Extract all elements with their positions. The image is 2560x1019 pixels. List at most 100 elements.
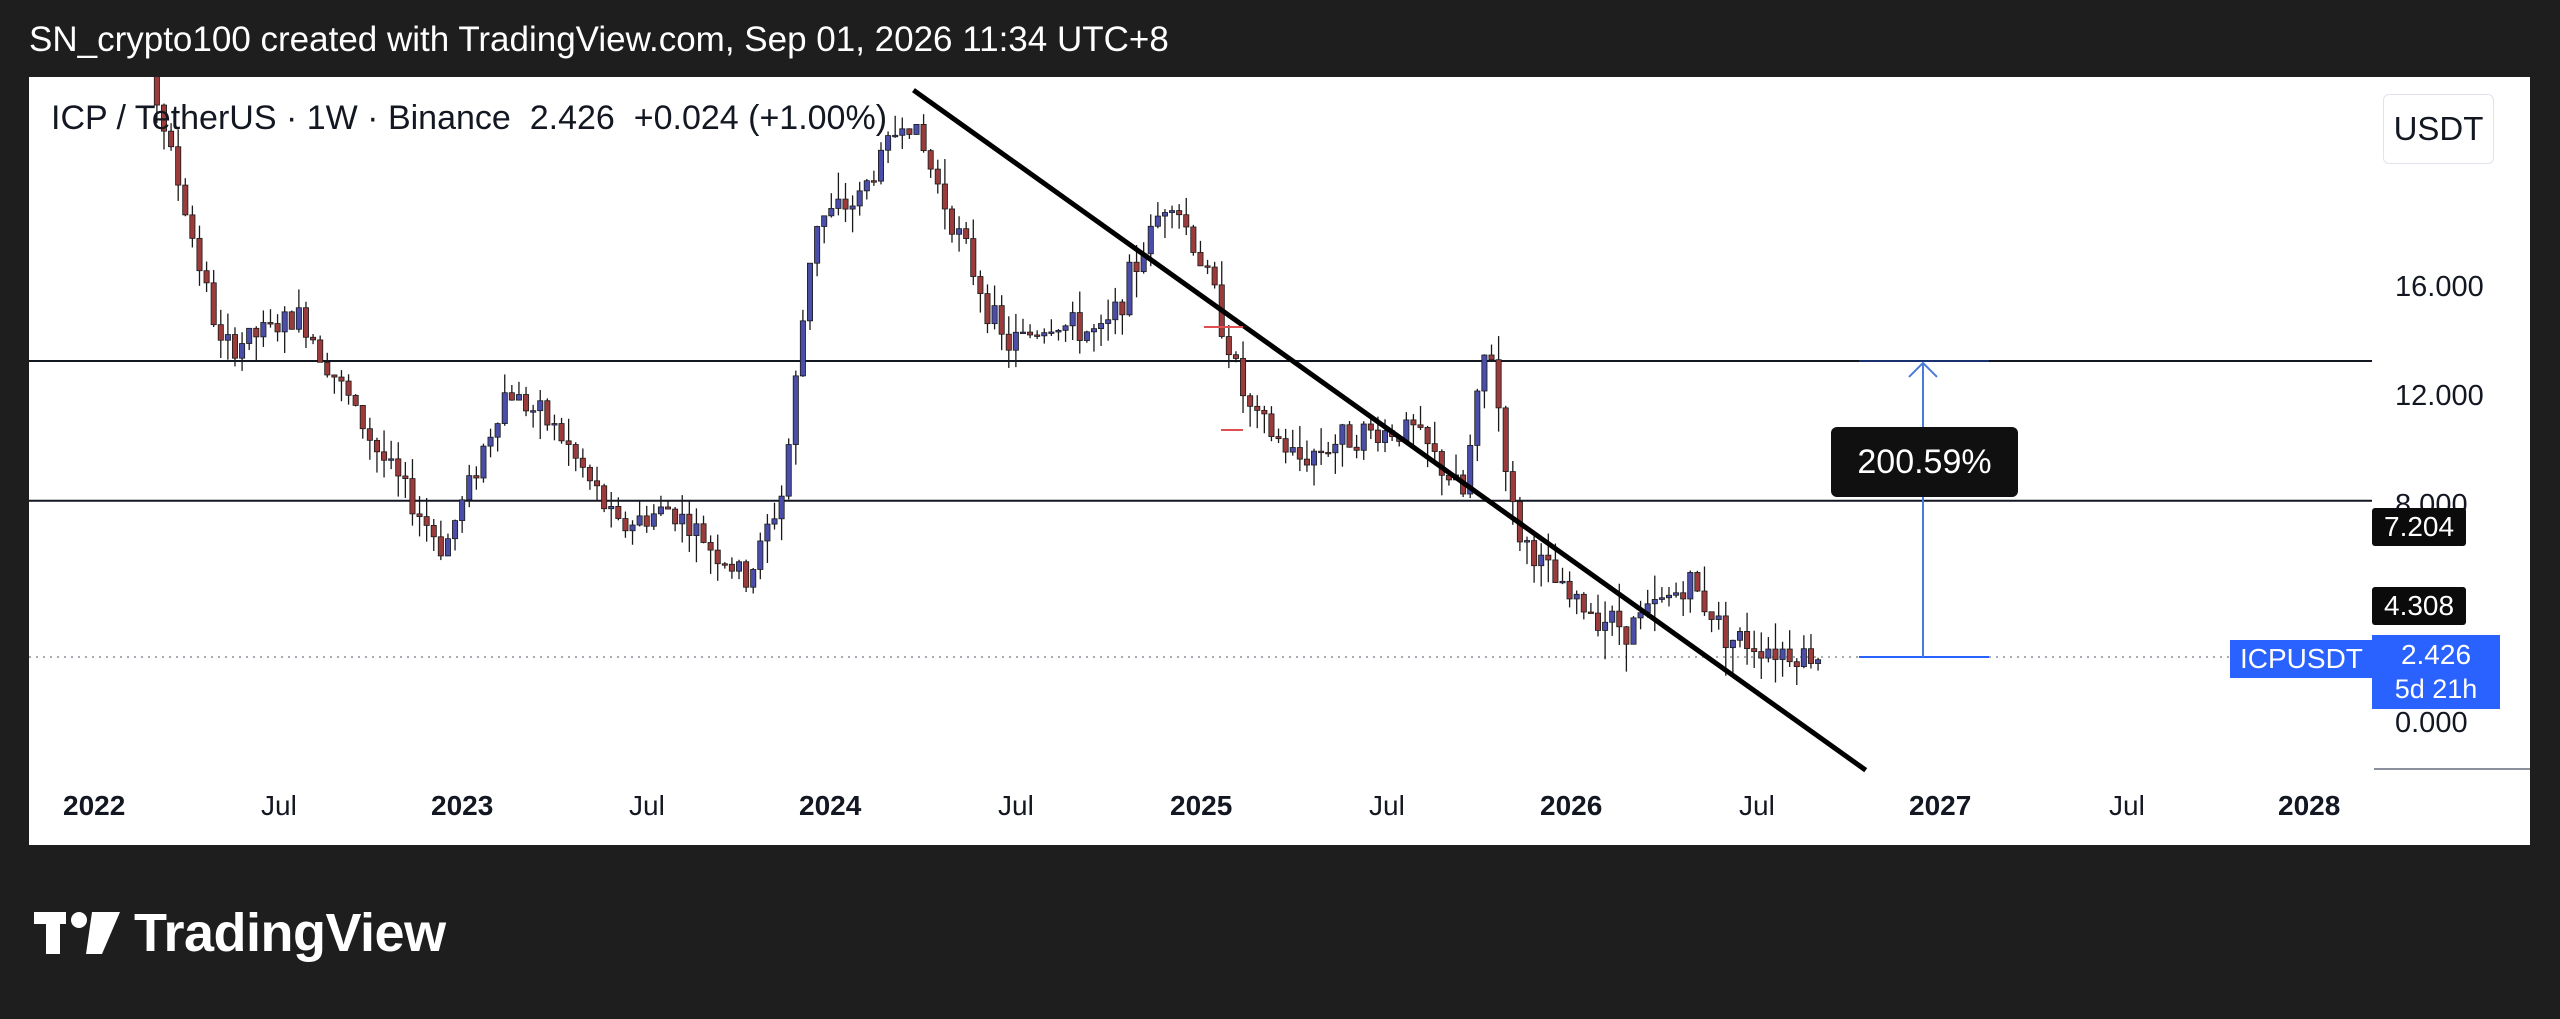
candle [1161, 212, 1168, 217]
level-label-7204: 7.204 [2372, 508, 2467, 546]
candle [246, 327, 253, 344]
candle [927, 150, 934, 170]
candle [1353, 446, 1360, 451]
candle [679, 513, 686, 525]
x-tick-label: 2024 [799, 790, 862, 821]
candle [444, 538, 451, 557]
candle [1651, 599, 1658, 605]
price-change: +0.024 (+1.00%) [633, 99, 888, 137]
candle [728, 563, 735, 572]
tradingview-brand[interactable]: TradingView [34, 903, 446, 963]
candle [267, 322, 274, 325]
candle [792, 375, 799, 445]
candle [1815, 659, 1822, 664]
chart-caption: SN_crypto100 created with TradingView.co… [29, 20, 1169, 59]
candle [963, 228, 970, 239]
x-tick-label: Jul [2109, 790, 2145, 821]
candle [1225, 336, 1232, 356]
candle [1311, 450, 1318, 466]
candle [1374, 429, 1381, 443]
candle [920, 123, 927, 152]
candle [338, 376, 345, 382]
candle [721, 563, 728, 566]
candle [807, 262, 814, 322]
candle [1665, 594, 1672, 599]
candle [1538, 554, 1545, 567]
candle [423, 516, 430, 526]
candle [1673, 592, 1680, 596]
candle [1793, 661, 1800, 668]
candle [1680, 592, 1687, 600]
pair-name[interactable]: ICP / TetherUS [51, 99, 277, 137]
candle [856, 190, 863, 207]
candle [814, 226, 821, 264]
x-tick-label: Jul [1369, 790, 1405, 821]
x-tick-label: 2028 [2278, 790, 2341, 821]
candle [217, 324, 224, 341]
bar-countdown: 5d 21h [2394, 674, 2478, 704]
candle [501, 392, 508, 425]
candle [359, 405, 366, 430]
chart-panel[interactable]: ICP / TetherUS · 1W · Binance 2.426 +0.0… [29, 77, 2530, 845]
candle [1098, 323, 1105, 330]
candle [736, 561, 743, 572]
candle [1325, 451, 1332, 455]
candle [182, 184, 189, 216]
candle [956, 228, 963, 235]
candle [1800, 648, 1807, 668]
candle [1779, 648, 1786, 660]
candle [1261, 409, 1268, 415]
candle [1552, 559, 1559, 583]
candle [1204, 265, 1211, 268]
candle [508, 392, 515, 401]
candle [253, 327, 260, 338]
candle [1076, 312, 1083, 341]
candle [1296, 447, 1303, 460]
candle [1133, 261, 1140, 273]
candle [672, 508, 679, 525]
candle [203, 270, 210, 284]
x-tick-label: 2022 [63, 790, 126, 821]
candle [1034, 334, 1041, 337]
x-tick-label: 2027 [1909, 790, 1972, 821]
level-label-4308: 4.308 [2372, 587, 2467, 625]
candle [934, 168, 941, 185]
candle [1772, 648, 1779, 660]
candle [366, 428, 373, 441]
candle [693, 523, 700, 536]
candle [870, 180, 877, 183]
currency-button[interactable]: USDT [2383, 94, 2494, 164]
candle [196, 237, 203, 272]
price-chart[interactable] [29, 77, 2530, 845]
candle [1254, 405, 1261, 411]
candle [1154, 215, 1161, 227]
candle [1587, 611, 1594, 614]
candle [1012, 331, 1019, 351]
candle [168, 130, 175, 148]
candle [1069, 312, 1076, 327]
candle [579, 457, 586, 468]
candle [636, 515, 643, 526]
candle [310, 336, 317, 341]
candle [1602, 621, 1609, 631]
candle [1197, 252, 1204, 267]
interval-label[interactable]: 1W [306, 99, 358, 137]
candle [828, 208, 835, 217]
candle [601, 485, 608, 510]
candle [1303, 458, 1310, 466]
y-tick-16: 16.000 [2395, 271, 2484, 303]
candle [1736, 631, 1743, 641]
x-tick-label: Jul [261, 790, 297, 821]
candle [835, 198, 842, 209]
candle [1630, 617, 1637, 645]
candle [345, 380, 352, 396]
candle [622, 518, 629, 532]
candle [572, 444, 579, 459]
x-tick-label: 2025 [1170, 790, 1233, 821]
candle [409, 478, 416, 515]
candle [1360, 423, 1367, 451]
candle [317, 339, 324, 363]
measure-percent-label[interactable]: 200.59% [1831, 427, 2018, 497]
candle [239, 343, 246, 359]
candle [1005, 333, 1012, 351]
